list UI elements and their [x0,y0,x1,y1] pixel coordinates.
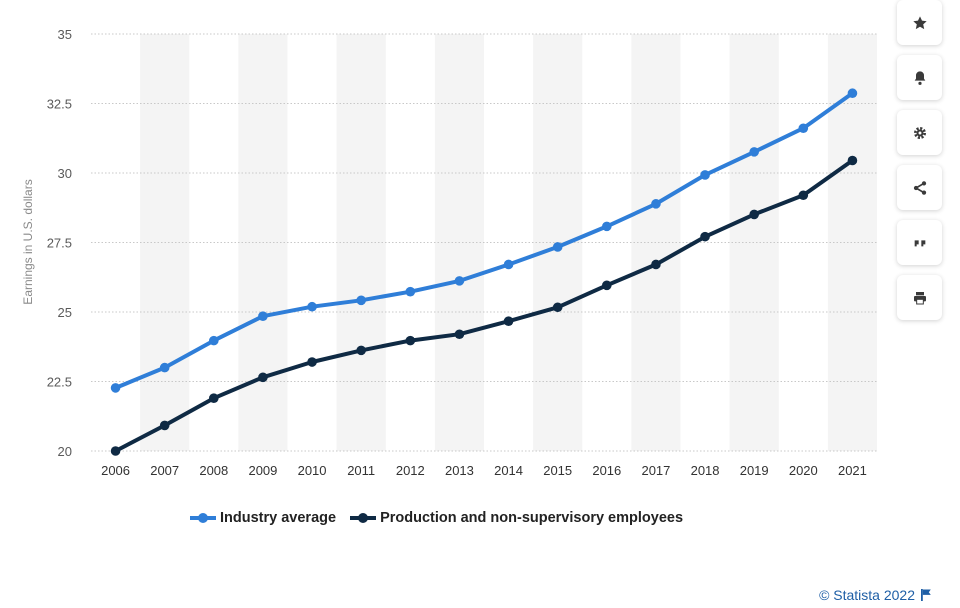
data-point[interactable] [159,420,170,431]
legend-marker [350,513,377,523]
credit-text: © Statista 2022 [819,587,915,603]
data-point[interactable] [847,155,858,166]
data-point[interactable] [552,302,563,313]
data-point[interactable] [110,383,121,393]
data-point[interactable] [209,335,219,346]
data-point[interactable] [602,280,612,291]
legend-label: Production and non-supervisory employees [380,510,684,526]
x-tick-label: 2008 [199,463,228,478]
bookmark-button[interactable] [897,0,942,45]
legend-item-industry-average[interactable]: Industry average [190,510,336,526]
data-point[interactable] [307,357,317,367]
data-point[interactable] [651,259,661,270]
legend: Industry average Production and non-supe… [190,510,697,526]
y-tick-label: 35 [58,27,72,42]
x-tick-label: 2015 [543,463,572,478]
bell-icon [914,70,925,85]
data-point[interactable] [552,242,563,252]
line-chart: 20 22.5 25 27.5 30 32.5 35 2006 2007 2008 2009 201… [21,27,877,478]
x-tick-label: 2016 [592,463,621,478]
data-point[interactable] [258,311,268,321]
series-points [110,88,858,456]
share-button[interactable] [897,165,942,210]
data-point[interactable] [503,316,514,326]
series-lines [114,91,854,453]
y-tick-label: 20 [58,444,72,459]
legend-label: Industry average [220,510,337,526]
x-tick-label: 2017 [641,463,670,478]
y-tick-label: 25 [58,305,72,320]
x-tick-label: 2018 [691,463,720,478]
data-point[interactable] [700,231,710,242]
data-point[interactable] [356,345,366,356]
x-tick-label: 2009 [248,463,277,478]
data-point[interactable] [651,199,661,209]
series-line-1 [114,158,854,453]
data-point[interactable] [602,221,612,232]
flag-icon [921,589,931,601]
gridlines [91,33,877,452]
gear-icon [913,126,926,139]
data-point[interactable] [700,170,710,180]
data-point[interactable] [749,147,759,157]
star-icon [912,15,927,29]
data-point[interactable] [356,295,366,306]
data-point[interactable] [258,372,268,383]
data-point[interactable] [159,362,170,373]
y-axis-ticks: 20 22.5 25 27.5 30 32.5 35 [47,27,72,459]
data-point[interactable] [847,88,858,99]
share-icon [913,180,926,195]
data-point[interactable] [307,301,317,312]
print-button[interactable] [897,275,942,320]
y-tick-label: 30 [58,166,72,181]
x-tick-label: 2012 [396,463,425,478]
legend-item-production-employees[interactable]: Production and non-supervisory employees [350,510,683,526]
data-point[interactable] [405,286,416,297]
quote-icon [914,239,925,246]
data-point[interactable] [798,123,809,134]
data-point[interactable] [749,209,759,220]
y-tick-label: 27.5 [47,236,72,251]
y-tick-label: 22.5 [47,375,72,390]
x-tick-label: 2010 [298,463,327,478]
y-tick-label: 32.5 [47,97,72,112]
notification-button[interactable] [897,55,942,100]
x-tick-label: 2019 [740,463,769,478]
x-tick-label: 2013 [445,463,474,478]
y-axis-label: Earnings in U.S. dollars [21,179,35,304]
series-line-0 [114,91,854,390]
x-axis-ticks: 2006 2007 2008 2009 2010 2011 2012 2013 2014 2015… [101,463,867,478]
data-point[interactable] [798,190,809,201]
statista-credit[interactable]: © Statista 2022 [819,587,932,603]
legend-marker [190,513,216,523]
data-point[interactable] [209,393,219,403]
data-point[interactable] [110,446,121,456]
x-tick-label: 2021 [838,463,867,478]
x-tick-label: 2011 [347,463,375,478]
x-tick-label: 2007 [150,463,179,478]
print-icon [913,291,926,304]
settings-button[interactable] [897,110,942,155]
data-point[interactable] [454,329,465,340]
x-tick-label: 2014 [494,463,523,478]
data-point[interactable] [503,259,514,270]
cite-button[interactable] [897,220,942,265]
data-point[interactable] [405,335,416,346]
x-tick-label: 2020 [789,463,818,478]
data-point[interactable] [454,276,465,286]
x-tick-label: 2006 [101,463,130,478]
